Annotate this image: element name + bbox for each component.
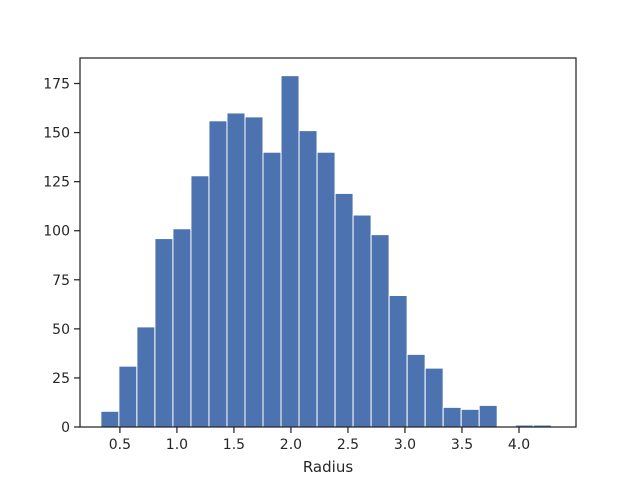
y-tick-label: 175 [43,77,70,93]
histogram-bar [316,151,336,428]
x-tick-label: 4.0 [508,437,530,453]
histogram-bar [424,367,444,428]
histogram-bar [208,120,228,428]
axes-frame [79,57,577,428]
x-tick-label: 2.0 [280,437,302,453]
histogram-bar [118,365,138,428]
y-tick-label: 100 [43,224,70,240]
histogram-bar [244,116,264,428]
x-tick-label: 1.5 [223,437,245,453]
histogram-bar [100,410,120,428]
histogram-bar [478,404,498,428]
histogram-bar [154,238,174,428]
x-tick-label: 3.0 [394,437,416,453]
y-tick-label: 75 [52,273,70,289]
histogram-bar [190,175,210,428]
y-tick-label: 50 [52,322,70,338]
histogram-bar [136,326,156,428]
histogram-bar [370,234,390,428]
x-tick-label: 0.5 [109,437,131,453]
x-tick-label: 3.5 [451,437,473,453]
y-tick-label: 25 [52,371,70,387]
y-tick-label: 0 [61,420,70,436]
x-tick-label: 2.5 [337,437,359,453]
histogram-bar [172,228,192,428]
y-tick-label: 150 [43,126,70,142]
histogram-bar [262,151,282,428]
y-tick-label: 125 [43,175,70,191]
x-axis-ticks: 0.5 1.0 1.5 2.0 2.5 3.0 3.5 4.0 [109,427,530,453]
histogram-bar [280,75,300,428]
histogram-bar [460,408,480,428]
histogram-bar [442,406,462,428]
y-axis-ticks: 0 25 50 75 100 125 150 175 [43,77,80,436]
histogram-bars [100,75,552,428]
x-axis-label: Radius [303,458,353,476]
histogram-bar [226,112,246,428]
histogram-bar [334,192,354,428]
histogram-bar [352,214,372,428]
x-tick-label: 1.0 [166,437,188,453]
histogram-bar [298,130,318,428]
histogram-bar [406,353,426,428]
histogram-bar [388,294,408,428]
